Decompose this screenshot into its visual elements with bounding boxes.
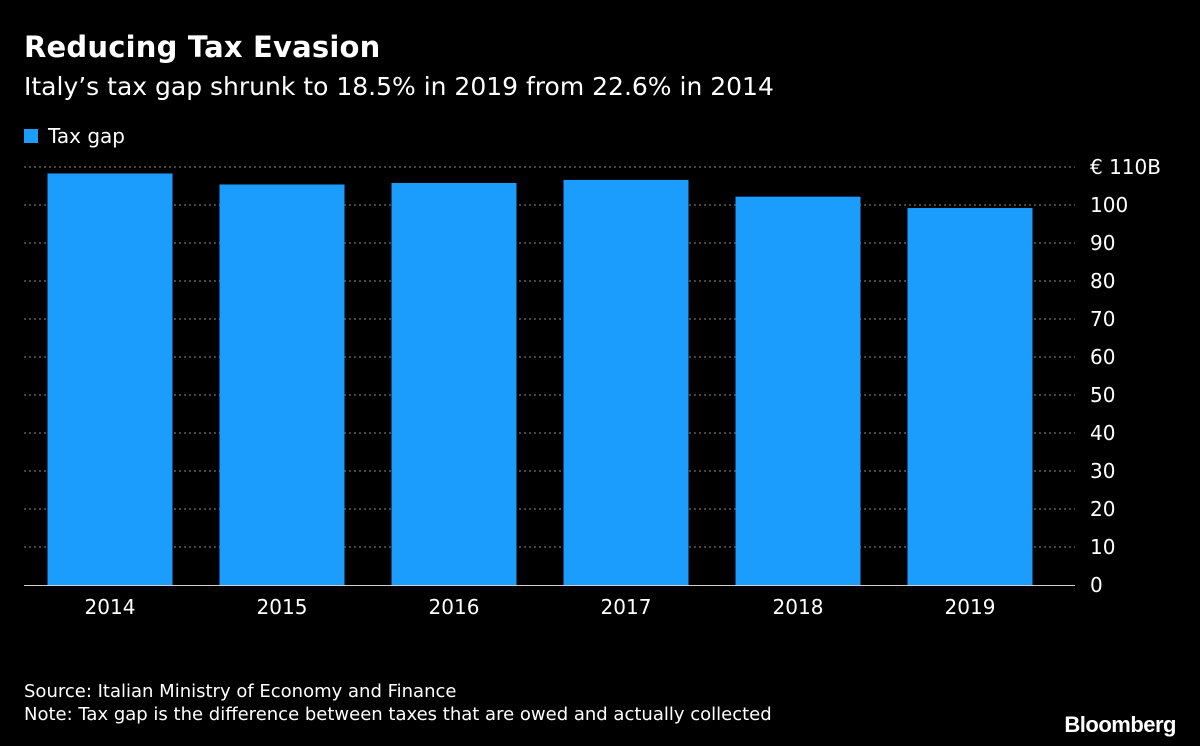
source-note: Source: Italian Ministry of Economy and …	[24, 681, 457, 702]
x-tick-label: 2017	[601, 595, 652, 619]
x-tick-label: 2018	[773, 595, 824, 619]
y-tick-label: 50	[1090, 383, 1115, 407]
y-tick-label: 80	[1090, 269, 1115, 293]
chart-subtitle: Italy’s tax gap shrunk to 18.5% in 2019 …	[24, 72, 774, 101]
y-tick-label: 10	[1090, 535, 1115, 559]
bar-2014	[47, 173, 173, 585]
chart-title: Reducing Tax Evasion	[24, 30, 381, 64]
grid-lines	[24, 166, 1075, 548]
footer: Source: Italian Ministry of Economy and …	[24, 680, 772, 726]
bloomberg-logo: Bloomberg	[1064, 712, 1176, 737]
y-tick-label: 30	[1090, 459, 1115, 483]
bars	[47, 173, 1033, 586]
y-tick-label: 70	[1090, 307, 1115, 331]
y-tick-label: 20	[1090, 497, 1115, 521]
y-tick-label: 100	[1090, 193, 1128, 217]
x-axis-tick-labels: 2014 2015 2016 2017 2018 2019	[85, 595, 996, 619]
y-tick-label: 60	[1090, 345, 1115, 369]
legend: Tax gap	[24, 124, 125, 148]
y-tick-label: € 110B	[1090, 155, 1161, 179]
x-tick-label: 2019	[945, 595, 996, 619]
bar-2015	[219, 184, 345, 586]
bar-2018	[735, 196, 861, 585]
x-tick-label: 2014	[85, 595, 136, 619]
definition-note: Note: Tax gap is the difference between …	[24, 704, 772, 725]
legend-swatch	[24, 129, 38, 143]
y-tick-label: 40	[1090, 421, 1115, 445]
bar-2017	[563, 179, 689, 586]
x-tick-label: 2016	[429, 595, 480, 619]
y-tick-label: 0	[1090, 573, 1103, 597]
bar-2019	[907, 208, 1033, 586]
legend-label: Tax gap	[48, 124, 126, 148]
x-tick-label: 2015	[257, 595, 308, 619]
y-tick-label: 90	[1090, 231, 1115, 255]
y-axis-tick-labels: 0 10 20 30 40 50 60 70 80 90 100 € 110B	[1090, 155, 1161, 597]
bar-2016	[391, 182, 517, 585]
